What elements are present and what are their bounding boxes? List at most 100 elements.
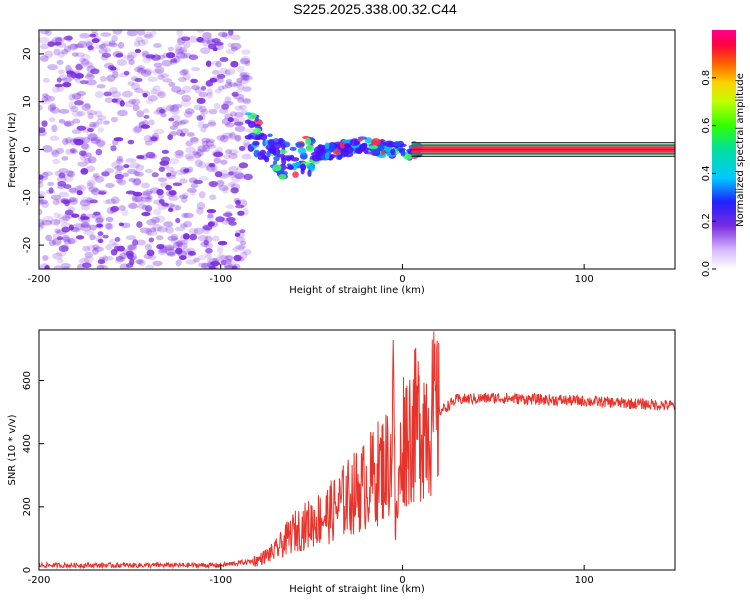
noise-dot (87, 244, 96, 252)
noise-dot (85, 41, 93, 49)
colorbar: 0.0 0.2 0.4 0.6 0.8 Normalized spectral ampl… (701, 30, 746, 277)
noise-dot (64, 209, 74, 216)
noise-dot (54, 228, 61, 234)
noise-dot (170, 58, 178, 63)
noise-dot (144, 243, 152, 251)
noise-dot (205, 247, 213, 254)
noise-dot (198, 92, 208, 98)
noise-dot (184, 108, 195, 115)
noise-dot (86, 182, 94, 190)
noise-dot (145, 151, 156, 159)
noise-dot (56, 77, 62, 83)
noise-dot (81, 143, 91, 150)
noise-dot (104, 48, 111, 53)
noise-dot (48, 187, 54, 194)
noise-dot (234, 111, 244, 118)
noise-dot (217, 31, 228, 38)
noise-dot (141, 182, 150, 189)
noise-dot (172, 103, 183, 109)
noise-dot (241, 74, 249, 82)
noise-dot (108, 86, 118, 95)
noise-dot (74, 185, 83, 191)
noise-dot (175, 259, 182, 267)
signal-blob (253, 127, 262, 135)
noise-dot (111, 242, 120, 248)
noise-dot (134, 171, 145, 177)
signal-blob (267, 133, 273, 137)
noise-dot (76, 190, 83, 196)
noise-dot (73, 93, 84, 101)
spectrogram-y-ticks: -20 -10 0 10 20 (22, 48, 44, 253)
noise-dot (230, 46, 238, 52)
noise-dot (86, 79, 97, 86)
noise-dot (104, 97, 114, 104)
noise-dot (179, 132, 186, 137)
noise-dot (200, 108, 209, 115)
noise-dot (244, 60, 251, 67)
noise-dot (219, 56, 229, 62)
colorbar-tick-label: 0.0 (701, 261, 712, 277)
noise-dot (194, 87, 203, 94)
noise-dot (196, 207, 204, 215)
snr-y-label: SNR (10 * v/v) (7, 414, 18, 485)
noise-dot (57, 184, 66, 190)
noise-dot (152, 85, 161, 92)
noise-dot (237, 210, 245, 216)
noise-dot (178, 47, 188, 54)
signal-blob (400, 149, 406, 157)
noise-dot (110, 116, 118, 123)
signal-blob (278, 149, 288, 155)
noise-dot (141, 192, 151, 200)
signal-blob (244, 134, 254, 140)
noise-dot (131, 98, 141, 106)
noise-dot (165, 248, 177, 256)
noise-dot (78, 257, 90, 265)
noise-dot (190, 190, 197, 196)
spectrogram-x-tick-label: 100 (575, 274, 594, 285)
spectrogram-y-tick-label: 0 (22, 146, 33, 152)
noise-dot (200, 47, 211, 55)
noise-dot (133, 125, 143, 133)
noise-dot (193, 227, 204, 235)
noise-dot (89, 199, 98, 204)
noise-dot (138, 259, 146, 267)
noise-dot (87, 112, 94, 120)
noise-dot (149, 30, 157, 36)
noise-dot (232, 83, 243, 88)
noise-dot (128, 203, 139, 210)
noise-dot (187, 166, 194, 173)
noise-dot (168, 81, 176, 88)
noise-dot (41, 96, 48, 103)
signal-blob (247, 120, 256, 129)
noise-dot (167, 46, 174, 52)
noise-dot (134, 48, 142, 54)
noise-dot (190, 233, 198, 241)
noise-dot (52, 158, 61, 165)
noise-dot (69, 197, 78, 203)
noise-dot (100, 42, 109, 51)
noise-dot (92, 173, 100, 178)
noise-dot (81, 142, 89, 150)
snr-y-tick-label: 400 (22, 434, 33, 453)
signal-blob (307, 169, 312, 177)
noise-dot (181, 94, 192, 102)
noise-dot (132, 126, 142, 134)
noise-dot (93, 246, 104, 252)
noise-dot (213, 151, 224, 157)
noise-dot (180, 53, 188, 60)
noise-dot (176, 89, 186, 95)
noise-dot (146, 230, 158, 236)
noise-dot (40, 99, 51, 105)
signal-blob (278, 173, 287, 180)
noise-dot (229, 131, 236, 139)
noise-dot (236, 88, 243, 93)
noise-dot (179, 178, 188, 184)
noise-dot (185, 146, 196, 154)
noise-dot (155, 90, 165, 96)
noise-dot (193, 179, 203, 185)
noise-dot (57, 51, 65, 58)
noise-dot (80, 153, 87, 161)
noise-dot (117, 41, 125, 49)
noise-dot (51, 124, 58, 133)
noise-dot (63, 120, 75, 127)
